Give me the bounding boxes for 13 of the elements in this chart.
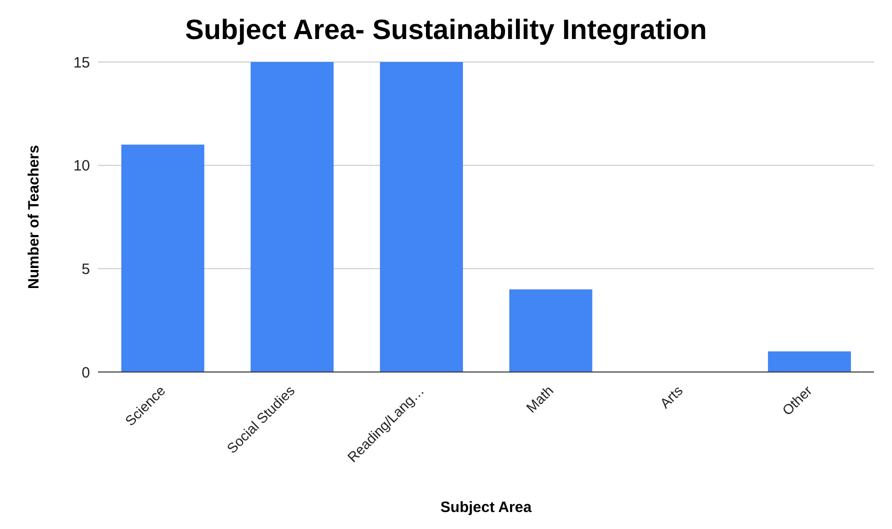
bar [380,62,463,372]
chart-title: Subject Area- Sustainability Integration [184,13,708,47]
y-tick-label: 5 [82,260,90,278]
bar [121,144,204,372]
bar [250,62,334,372]
y-tick-label: 10 [73,158,90,175]
y-tick-label: 0 [82,364,90,382]
bar [768,351,851,372]
x-tick-label: Arts [656,382,686,412]
x-axis-title: Subject Area [440,499,532,516]
bar [509,289,592,372]
y-tick-label: 15 [73,54,90,72]
y-axis-title: Number of Teachers [25,145,42,289]
